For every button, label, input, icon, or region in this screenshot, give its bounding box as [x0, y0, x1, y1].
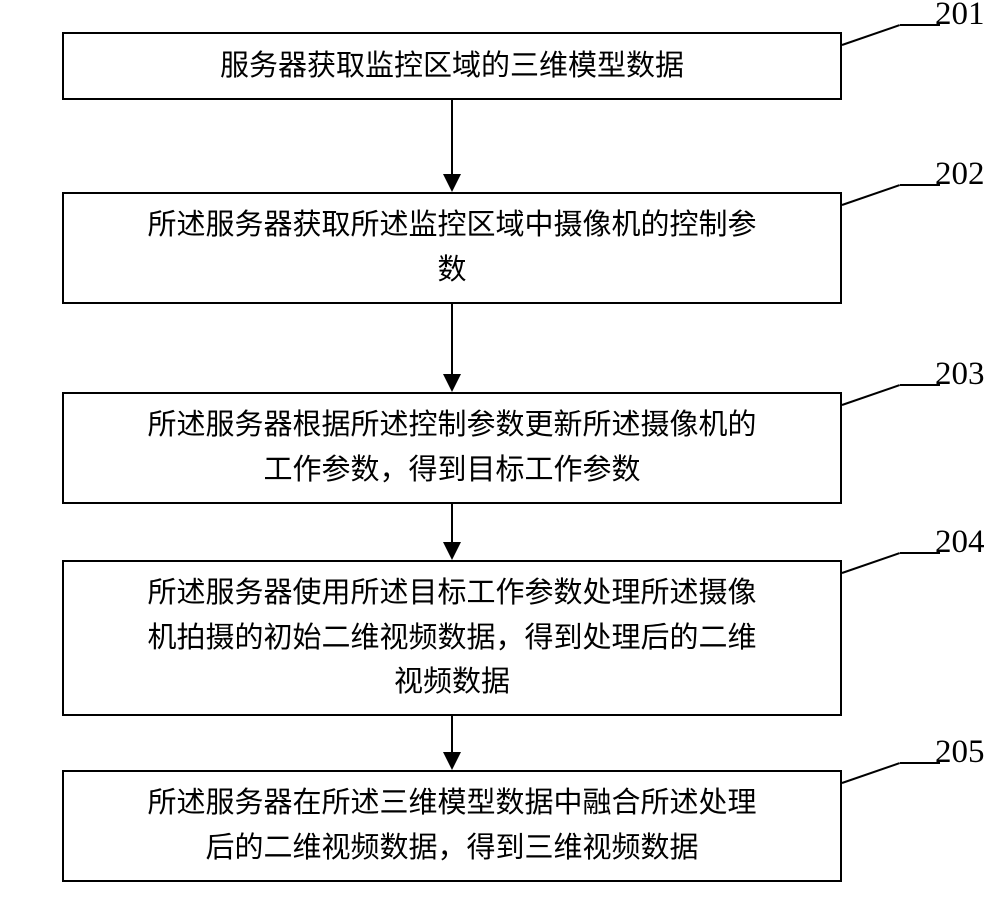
flowchart-step-202: 所述服务器获取所述监控区域中摄像机的控制参 数	[62, 192, 842, 304]
callout-connector	[842, 552, 901, 574]
step-number-label: 202	[935, 156, 985, 193]
flowchart-step-204: 所述服务器使用所述目标工作参数处理所述摄像 机拍摄的初始二维视频数据，得到处理后…	[62, 560, 842, 716]
callout-connector	[900, 762, 940, 764]
callout-connector	[842, 384, 901, 406]
flow-arrow	[451, 304, 453, 374]
flow-arrow	[451, 504, 453, 542]
step-number-label: 203	[935, 356, 985, 393]
callout-connector	[842, 184, 901, 206]
callout-connector	[900, 552, 940, 554]
step-number-label: 201	[935, 0, 985, 33]
arrow-head-icon	[443, 374, 461, 392]
arrow-head-icon	[443, 542, 461, 560]
step-text: 服务器获取监控区域的三维模型数据	[220, 44, 684, 89]
step-number-label: 204	[935, 524, 985, 561]
step-number-label: 205	[935, 734, 985, 771]
flow-arrow	[451, 100, 453, 174]
arrow-head-icon	[443, 752, 461, 770]
callout-connector	[900, 184, 940, 186]
callout-connector	[842, 24, 901, 46]
step-text: 所述服务器使用所述目标工作参数处理所述摄像 机拍摄的初始二维视频数据，得到处理后…	[147, 571, 756, 706]
callout-connector	[900, 384, 940, 386]
step-text: 所述服务器获取所述监控区域中摄像机的控制参 数	[147, 203, 756, 293]
callout-connector	[900, 24, 940, 26]
flowchart-step-201: 服务器获取监控区域的三维模型数据	[62, 32, 842, 100]
flowchart-step-205: 所述服务器在所述三维模型数据中融合所述处理 后的二维视频数据，得到三维视频数据	[62, 770, 842, 882]
step-text: 所述服务器在所述三维模型数据中融合所述处理 后的二维视频数据，得到三维视频数据	[147, 781, 756, 871]
flowchart-canvas: 服务器获取监控区域的三维模型数据 201 所述服务器获取所述监控区域中摄像机的控制参…	[0, 0, 1000, 902]
flowchart-step-203: 所述服务器根据所述控制参数更新所述摄像机的 工作参数，得到目标工作参数	[62, 392, 842, 504]
flow-arrow	[451, 716, 453, 752]
callout-connector	[842, 762, 901, 784]
step-text: 所述服务器根据所述控制参数更新所述摄像机的 工作参数，得到目标工作参数	[147, 403, 756, 493]
arrow-head-icon	[443, 174, 461, 192]
